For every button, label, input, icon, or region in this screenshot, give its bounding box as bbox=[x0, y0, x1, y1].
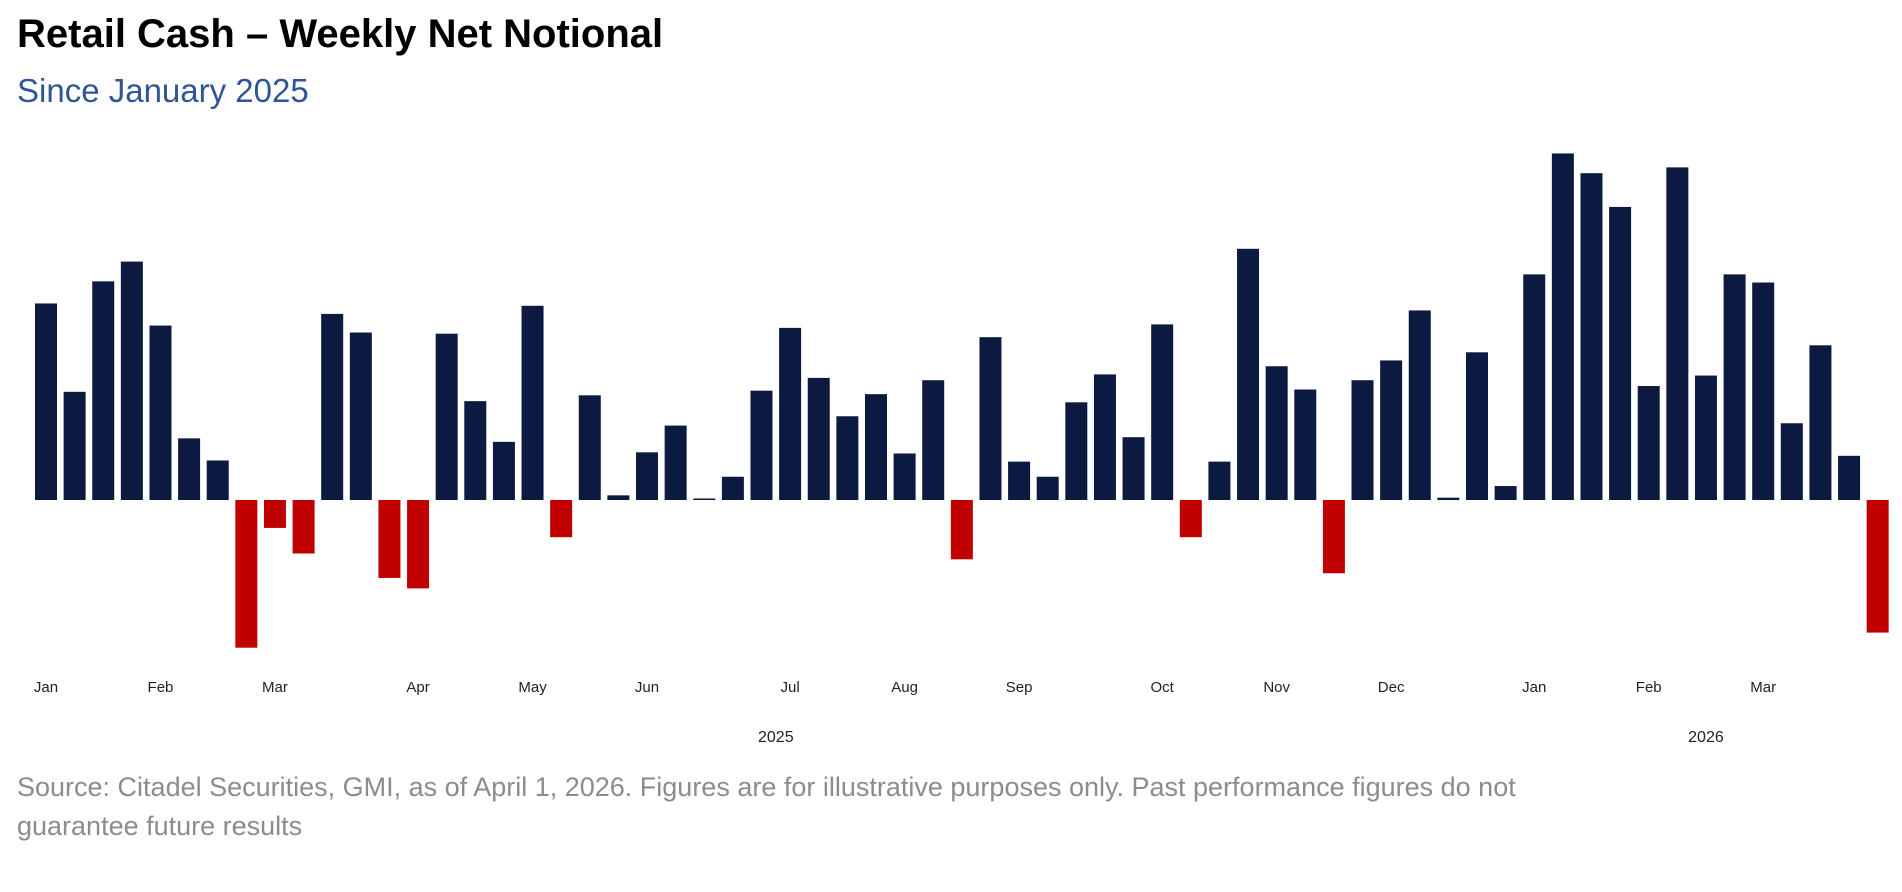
bar-negative bbox=[263, 500, 286, 528]
bar-positive bbox=[607, 495, 630, 500]
source-line-1: Source: Citadel Securities, GMI, as of A… bbox=[17, 772, 1516, 802]
bar-positive bbox=[521, 305, 544, 500]
bar-positive bbox=[1122, 437, 1145, 500]
bar-positive bbox=[1523, 274, 1546, 500]
bar-negative bbox=[1179, 500, 1202, 538]
bar-positive bbox=[1780, 423, 1803, 500]
bar-positive bbox=[178, 438, 201, 500]
x-tick-label: Nov bbox=[1263, 679, 1290, 696]
bar-positive bbox=[1008, 461, 1031, 500]
bar-positive bbox=[1580, 173, 1603, 500]
bar-positive bbox=[1723, 274, 1746, 500]
x-tick-label: Jul bbox=[781, 679, 800, 696]
bar-positive bbox=[1694, 375, 1717, 500]
bar-positive bbox=[1437, 497, 1460, 500]
bar-positive bbox=[1408, 310, 1431, 500]
x-tick-label: Mar bbox=[262, 679, 288, 696]
bar-positive bbox=[1093, 374, 1116, 500]
bar-positive bbox=[1151, 324, 1174, 500]
bar-positive bbox=[92, 281, 115, 500]
x-tick-label: Jan bbox=[34, 679, 58, 696]
bar-negative bbox=[1866, 500, 1889, 633]
bar-positive bbox=[750, 390, 773, 500]
bar-positive bbox=[979, 337, 1002, 500]
x-tick-label: Jun bbox=[635, 679, 659, 696]
bar-positive bbox=[1609, 206, 1632, 500]
bar-positive bbox=[721, 476, 744, 500]
bar-negative bbox=[378, 500, 401, 578]
bar-positive bbox=[1637, 386, 1660, 500]
bar-positive bbox=[63, 391, 86, 500]
chart-subtitle: Since January 2025 bbox=[17, 72, 309, 109]
bar-positive bbox=[1466, 352, 1488, 500]
bar-positive bbox=[206, 460, 229, 500]
bar-positive bbox=[1265, 366, 1288, 500]
bar-positive bbox=[1351, 380, 1374, 500]
bar-positive bbox=[35, 303, 57, 500]
bar-positive bbox=[578, 395, 601, 500]
bar-negative bbox=[407, 500, 430, 589]
bar-positive bbox=[1065, 402, 1088, 500]
x-tick-label: Aug bbox=[891, 679, 918, 696]
bar-negative bbox=[235, 500, 258, 648]
bar-negative bbox=[292, 500, 315, 554]
bar-positive bbox=[435, 333, 458, 500]
x-tick-label: Feb bbox=[148, 679, 174, 696]
bar-positive bbox=[693, 498, 716, 500]
x-tick-label: Sep bbox=[1006, 679, 1033, 696]
chart-title: Retail Cash – Weekly Net Notional bbox=[17, 12, 664, 56]
bar-positive bbox=[321, 313, 344, 500]
bar-positive bbox=[636, 452, 659, 500]
bar-positive bbox=[1809, 345, 1832, 500]
year-label: 2025 bbox=[758, 729, 794, 746]
x-tick-label: Oct bbox=[1151, 679, 1175, 696]
bar-positive bbox=[807, 377, 830, 500]
source-line-2: guarantee future results bbox=[17, 811, 303, 841]
source-note: Source: Citadel Securities, GMI, as of A… bbox=[17, 772, 1516, 842]
bar-positive bbox=[464, 401, 487, 500]
x-tick-label: Feb bbox=[1636, 679, 1662, 696]
bar-positive bbox=[1380, 360, 1403, 500]
bar-positive bbox=[836, 416, 859, 500]
bar-positive bbox=[1208, 461, 1231, 500]
bar-positive bbox=[779, 327, 802, 500]
x-tick-label: Jan bbox=[1522, 679, 1546, 696]
bar-negative bbox=[550, 500, 573, 538]
bar-positive bbox=[922, 380, 945, 500]
x-tick-label: Apr bbox=[406, 679, 429, 696]
bar-negative bbox=[950, 500, 973, 560]
bar-positive bbox=[664, 425, 687, 500]
x-tick-label: Mar bbox=[1750, 679, 1776, 696]
bar-positive bbox=[1752, 282, 1775, 500]
bar-negative bbox=[1322, 500, 1345, 574]
bar-positive bbox=[120, 261, 143, 500]
bar-positive bbox=[1036, 476, 1059, 500]
x-tick-label: May bbox=[518, 679, 547, 696]
bar-positive bbox=[1666, 167, 1689, 500]
bar-positive bbox=[864, 394, 887, 500]
bar-positive bbox=[149, 325, 172, 500]
year-label: 2026 bbox=[1688, 729, 1724, 746]
bar-positive bbox=[492, 441, 515, 500]
bar-positive bbox=[349, 332, 372, 500]
bar-positive bbox=[1294, 389, 1317, 500]
bar-positive bbox=[1237, 248, 1260, 500]
x-tick-label: Dec bbox=[1378, 679, 1405, 696]
bar-positive bbox=[1838, 455, 1861, 500]
bar-positive bbox=[1494, 486, 1517, 500]
bar-positive bbox=[1551, 153, 1574, 500]
bar-positive bbox=[893, 453, 916, 500]
